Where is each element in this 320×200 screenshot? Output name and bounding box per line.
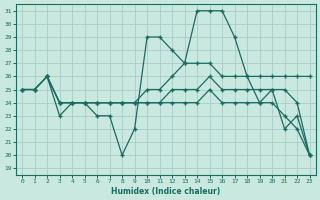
X-axis label: Humidex (Indice chaleur): Humidex (Indice chaleur) <box>111 187 220 196</box>
